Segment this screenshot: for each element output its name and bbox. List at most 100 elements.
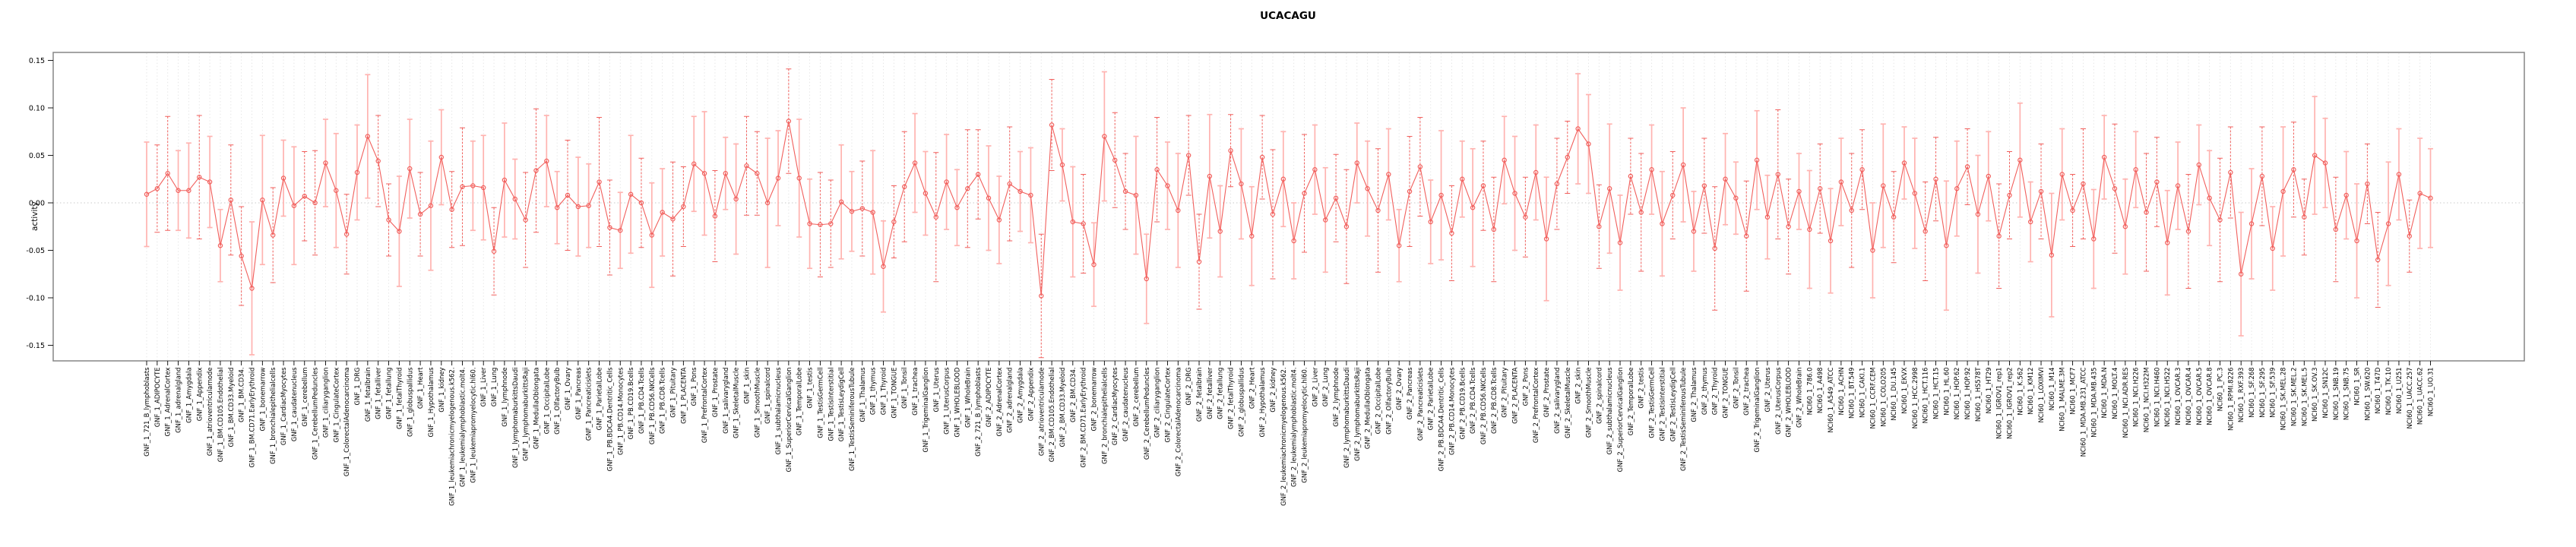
data-point xyxy=(2207,195,2212,201)
x-tick-label: NCI60_1_MDA.MB.435 xyxy=(2090,368,2097,438)
x-tick-label: GNF_1_thymus xyxy=(869,368,877,416)
y-axis: -0.15 -0.10 -0.05 0.00 0.05 0.10 0.15 xyxy=(26,57,53,350)
x-tick-label: GNF_1_lymphnode xyxy=(501,368,508,427)
x-tick-label: NCI60_1_T47D xyxy=(2374,368,2381,414)
x-tick-label: NCI60_1_RPMI.8226 xyxy=(2226,368,2234,431)
data-point xyxy=(1523,214,1528,220)
data-point xyxy=(818,222,823,227)
data-point xyxy=(2070,207,2075,213)
x-tick-label: GNF_2_fetalliver xyxy=(1206,367,1214,419)
data-point xyxy=(1680,162,1686,168)
data-point xyxy=(954,205,960,210)
x-tick-label: NCI60_1_HS578T xyxy=(1974,367,1982,422)
x-tick-label: NCI60_1_SF.295 xyxy=(2258,368,2266,418)
data-point xyxy=(1744,233,1749,239)
data-point xyxy=(1144,276,1149,282)
x-tick-label: GNF_1_721_B_lymphoblasts xyxy=(143,368,150,457)
data-point xyxy=(271,232,276,238)
data-point xyxy=(2354,238,2359,244)
x-tick-label: NCI60_1_RXF.393 xyxy=(2237,368,2245,423)
x-tick-label: GNF_2_TrigeminalGanglion xyxy=(1753,368,1761,453)
x-tick-label: GNF_1_adrenalgland xyxy=(175,368,182,433)
data-point xyxy=(2248,221,2255,226)
x-tick-label: GNF_1_bonemarrow xyxy=(258,367,266,431)
x-tick-label: GNF_2_UterusCorpus xyxy=(1774,368,1782,435)
data-point xyxy=(597,179,602,185)
x-tick-label: GNF_2_spinalcord xyxy=(1595,368,1603,424)
data-point xyxy=(144,191,150,197)
data-points xyxy=(144,119,2433,299)
data-point xyxy=(302,194,307,199)
x-tick-label: GNF_2_ParietalLobe xyxy=(1427,368,1435,431)
data-point xyxy=(523,217,528,223)
x-tick-label: GNF_2_Pancreas xyxy=(1406,368,1413,420)
x-tick-label: GNF_1_Tonsil xyxy=(900,368,908,409)
x-tick-label: NCI60_1_HOP.92 xyxy=(1964,368,1971,420)
x-tick-label: GNF_2_salivarygland xyxy=(1553,368,1561,434)
data-point xyxy=(660,210,665,215)
data-point xyxy=(902,184,907,189)
x-tick-label: GNF_2_Ovary xyxy=(1395,367,1403,409)
x-tick-label: NCI60_1_MDA.N xyxy=(2100,368,2108,419)
x-tick-label: NCI60_1_SF.268 xyxy=(2248,368,2255,418)
data-point xyxy=(533,168,539,173)
x-tick-label: NCI60_1_SK.MEL.2 xyxy=(2290,368,2297,427)
data-point xyxy=(354,169,360,175)
data-point xyxy=(1070,219,1076,225)
data-point xyxy=(775,175,781,181)
data-point xyxy=(1407,188,1413,194)
x-tick-label: GNF_2_BM.CD33.Myeloid xyxy=(1059,368,1066,447)
x-tick-label: NCI60_1_NCI.H522 xyxy=(2163,368,2171,427)
x-tick-label: GNF_2_trachea xyxy=(1742,368,1750,416)
x-tick-label: GNF_2_adrenalgland xyxy=(1006,368,1014,433)
data-point xyxy=(1796,188,1802,194)
x-tick-label: NCI60_1_SNB.19 xyxy=(2332,368,2340,421)
data-point xyxy=(1586,141,1591,147)
data-point xyxy=(2365,181,2370,187)
x-tick-label: NCI60_1_UACC.62 xyxy=(2416,368,2424,425)
x-tick-label: GNF_2_lymphomaburkittsRaji xyxy=(1353,368,1361,461)
x-tick-label: GNF_1_PB.CD19.Bcells xyxy=(627,368,635,440)
data-point xyxy=(1723,176,1728,182)
x-tick-label: GNF_1_TestisSeminiferousTubule xyxy=(848,368,856,471)
data-point xyxy=(481,185,486,191)
x-tick-label: NCI60_1_HCT.116 xyxy=(1922,368,1929,424)
data-point xyxy=(1870,248,1875,253)
data-point xyxy=(1480,183,1486,188)
data-point xyxy=(870,210,875,215)
x-tick-label: GNF_1_PB.BDCA4.Dentritic_Cells xyxy=(606,368,613,472)
x-tick-label: GNF_1_SkeletalMuscle xyxy=(733,368,740,439)
x-tick-label: GNF_1_TestisInterstitial xyxy=(827,368,834,441)
x-tick-label: GNF_1_fetallung xyxy=(385,368,393,419)
x-tick-label: GNF_2_BM.CD105.Endothelial xyxy=(1048,368,1055,463)
x-tick-label: NCI60_1_OVCAR.4 xyxy=(2185,368,2192,425)
plot-box xyxy=(52,52,2525,362)
x-tick-label: GNF_2_skin xyxy=(1574,368,1582,404)
x-tick-label: GNF_2_Pituitary xyxy=(1501,367,1508,417)
x-tick-label: GNF_2_Liver xyxy=(1311,367,1318,406)
data-point xyxy=(1901,160,1907,166)
x-tick-label: GNF_1_WholeBrain xyxy=(964,368,971,428)
x-tick-label: GNF_2_721_B_lymphoblasts xyxy=(974,368,982,457)
x-tick-label: GNF_2_OccipitalLobe xyxy=(1374,368,1381,435)
data-point xyxy=(2007,192,2012,198)
x-tick-label: GNF_2_BM.CD34. xyxy=(1069,368,1077,423)
x-tick-label: GNF_1_SuperiorCervicalGanglion xyxy=(785,368,793,473)
x-tick-label: GNF_2_Prostate xyxy=(1543,367,1550,417)
y-tick-label: 0.10 xyxy=(29,104,45,112)
x-tick-label: NCI60_1_ACHN xyxy=(1837,368,1845,416)
x-tick-label: GNF_2_TemporalLobe xyxy=(1627,368,1635,436)
x-tick-label: GNF_2_WholeBrain xyxy=(1795,368,1802,428)
x-tick-label: GNF_2_Heart xyxy=(1248,367,1255,409)
data-point xyxy=(502,177,508,183)
x-tick-label: GNF_2_globuspallidus xyxy=(1237,368,1245,437)
data-point xyxy=(944,179,949,185)
y-tick-label: 0.15 xyxy=(29,57,45,65)
x-tick-label: GNF_1_ADIPOCYTE xyxy=(153,368,161,428)
data-point xyxy=(986,195,992,201)
x-tick-label: NCI60_1_UACC.257 xyxy=(2406,368,2413,429)
x-tick-label: NCI60_1_SR xyxy=(2353,367,2361,405)
data-point xyxy=(1638,210,1644,215)
x-tick-label: GNF_2_ADIPOCYTE xyxy=(985,368,992,428)
x-tick-label: GNF_1_PB.CD4.Tcells xyxy=(638,368,645,435)
